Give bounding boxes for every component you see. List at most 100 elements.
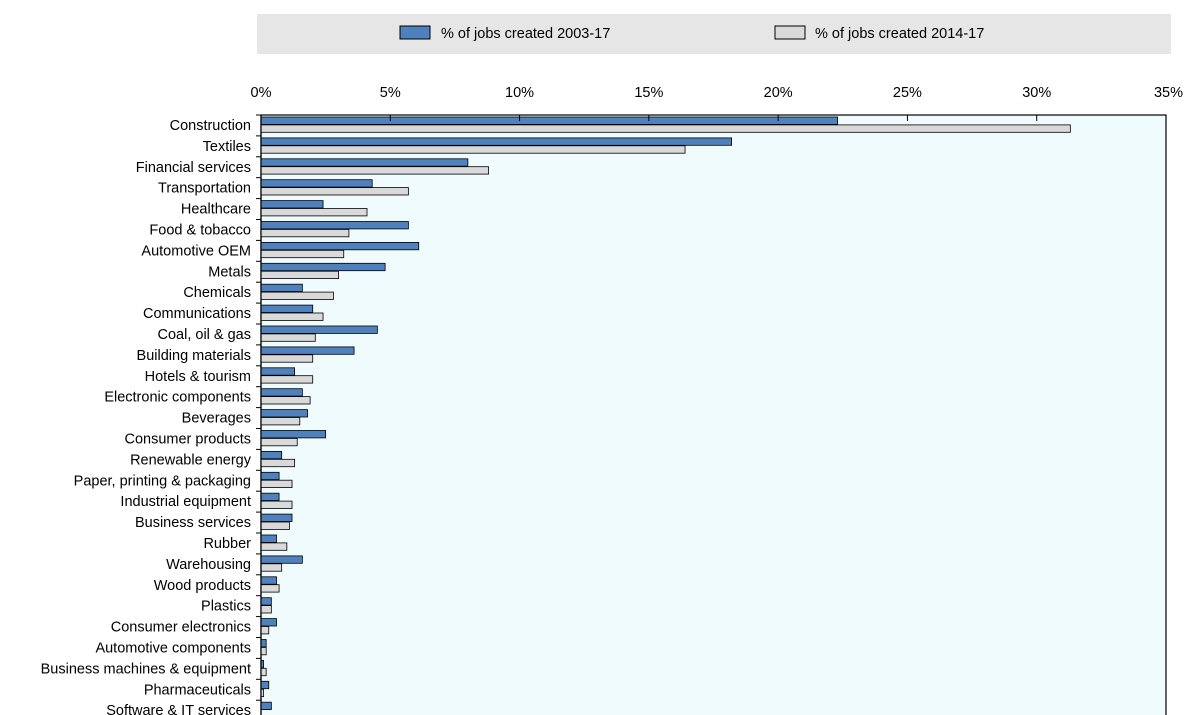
bar-2003-17 [260,325,378,334]
bar-2003-17 [260,534,277,543]
bar-2014-17 [260,500,293,509]
category-label: Wood products [154,578,251,594]
category-label: Paper, printing & packaging [74,473,251,489]
bar-2003-17 [260,492,280,502]
bar-2014-17 [260,626,270,635]
x-tick-label: 25% [893,85,922,101]
bar-2003-17 [260,639,267,648]
category-label: Coal, oil & gas [158,327,252,343]
bar-2014-17 [260,208,368,217]
bar-2003-17 [260,304,314,313]
bar-2014-17 [260,647,267,656]
category-label: Transportation [158,181,251,197]
plot-area [256,114,1167,715]
category-labels: Construction Textiles Financial services Tr… [41,118,252,715]
category-label: Beverages [182,411,251,427]
category-label: Electronic components [104,390,251,406]
category-label: Business services [135,515,251,531]
x-tick-label: 15% [634,85,663,101]
bar-2003-17 [260,430,327,439]
x-tick-label: 10% [505,85,534,101]
legend-swatch-2003-17 [399,25,431,40]
bar-2014-17 [260,563,283,572]
bar-2003-17 [260,618,277,627]
category-label: Metals [208,264,251,280]
category-label: Textiles [203,139,251,155]
legend: % of jobs created 2003-17 % of jobs crea… [257,14,1171,54]
bar-2014-17 [260,375,314,384]
category-label: Plastics [201,599,251,615]
category-label: Industrial equipment [120,494,251,510]
axis-lines [256,114,1167,715]
category-label: Chemicals [183,285,251,301]
bar-2003-17 [260,471,280,481]
bar-2014-17 [260,187,409,196]
bar-2003-17 [260,409,308,418]
bar-2003-17 [260,388,303,397]
bar-2014-17 [260,584,280,593]
category-label: Financial services [136,160,251,176]
x-tick-label: 0% [251,85,272,101]
bar-2003-17 [260,555,303,564]
category-label: Renewable energy [130,452,252,468]
category-label: Automotive components [95,641,251,657]
legend-background [257,14,1171,54]
category-label: Consumer electronics [111,620,251,636]
bar-2003-17 [260,221,409,230]
bar-2014-17 [260,354,314,363]
x-axis-tick-labels: 0% 5% 10% 15% 20% 25% 30% 35% [251,85,1184,101]
bar-2003-17 [260,513,293,522]
category-label: Rubber [203,536,251,552]
category-label: Business machines & equipment [41,661,251,677]
bar-2014-17 [260,291,334,300]
category-label: Building materials [137,348,251,364]
category-label: Healthcare [181,202,251,218]
plot-background [260,114,1167,715]
bar-2003-17 [260,262,386,272]
bar-2003-17 [260,179,373,188]
x-tick-label: 30% [1022,85,1051,101]
bar-2003-17 [260,137,733,146]
bar-2014-17 [260,437,298,447]
bar-2003-17 [260,680,270,690]
bar-2003-17 [260,116,839,125]
bar-2003-17 [260,200,324,209]
bar-2014-17 [260,521,290,530]
bars [260,116,1071,711]
bar-2003-17 [260,597,272,606]
bar-2014-17 [260,124,1071,133]
category-label: Communications [143,306,251,322]
bar-2014-17 [260,417,301,426]
category-label: Construction [170,118,251,134]
legend-label-2014-17: % of jobs created 2014-17 [815,26,984,42]
bar-2014-17 [260,312,324,321]
bar-2014-17 [260,228,350,238]
x-tick-label: 35% [1154,85,1183,101]
bar-2003-17 [260,283,303,293]
bar-2003-17 [260,346,355,355]
bar-2003-17 [260,450,283,460]
bar-2014-17 [260,333,316,342]
bar-2014-17 [260,479,293,489]
category-label: Pharmaceuticals [144,682,251,698]
category-label: Software & IT services [106,703,251,715]
bar-2014-17 [260,249,345,259]
bar-2014-17 [260,542,288,551]
bar-2003-17 [260,576,277,585]
bar-2003-17 [260,701,272,711]
bar-2014-17 [260,458,296,468]
category-label: Hotels & tourism [145,369,251,385]
bar-2003-17 [260,158,469,167]
category-label: Automotive OEM [141,243,251,259]
bar-2003-17 [260,241,420,251]
category-label: Consumer products [124,432,251,448]
bar-2014-17 [260,166,489,175]
category-label: Warehousing [166,557,251,573]
bar-2014-17 [260,605,272,614]
category-label: Food & tobacco [149,223,251,239]
bar-2014-17 [260,145,686,154]
x-tick-label: 5% [380,85,401,101]
bar-2014-17 [260,667,267,677]
x-tick-label: 20% [764,85,793,101]
